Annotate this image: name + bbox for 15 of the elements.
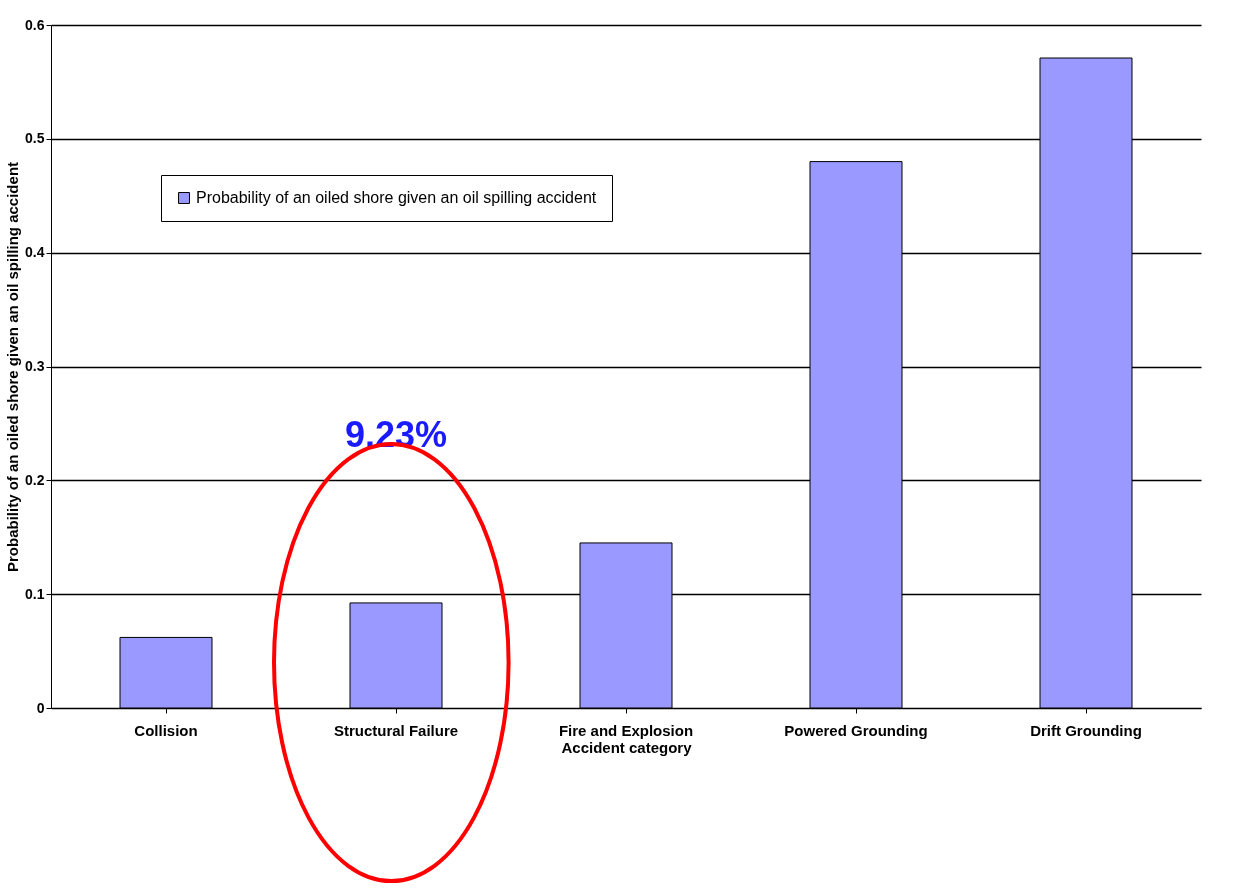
legend-label: Probability of an oiled shore given an oil spilling accident (196, 189, 597, 206)
y-tick-label: 0.3 (25, 358, 45, 374)
x-tick-label: Structural Failure (333, 721, 459, 739)
x-tick-label: Collision (134, 721, 198, 739)
x-axis-title: Accident category (561, 738, 693, 756)
x-tick-label: Powered Grounding (784, 721, 928, 739)
y-tick-label: 0.6 (25, 16, 45, 33)
y-tick-label: 0.2 (25, 471, 45, 488)
y-tick-label: 0 (36, 699, 45, 716)
y-axis-title: Probability of an oiled shore given an oil spilling accident (4, 161, 22, 573)
x-tick-label: Drift Grounding (1030, 721, 1142, 739)
y-tick-label: 0.1 (25, 585, 45, 602)
x-tick-label: Fire and Explosion (558, 721, 694, 739)
y-tick-label: 0.4 (25, 244, 45, 261)
y-tick-label: 0.5 (25, 130, 45, 147)
